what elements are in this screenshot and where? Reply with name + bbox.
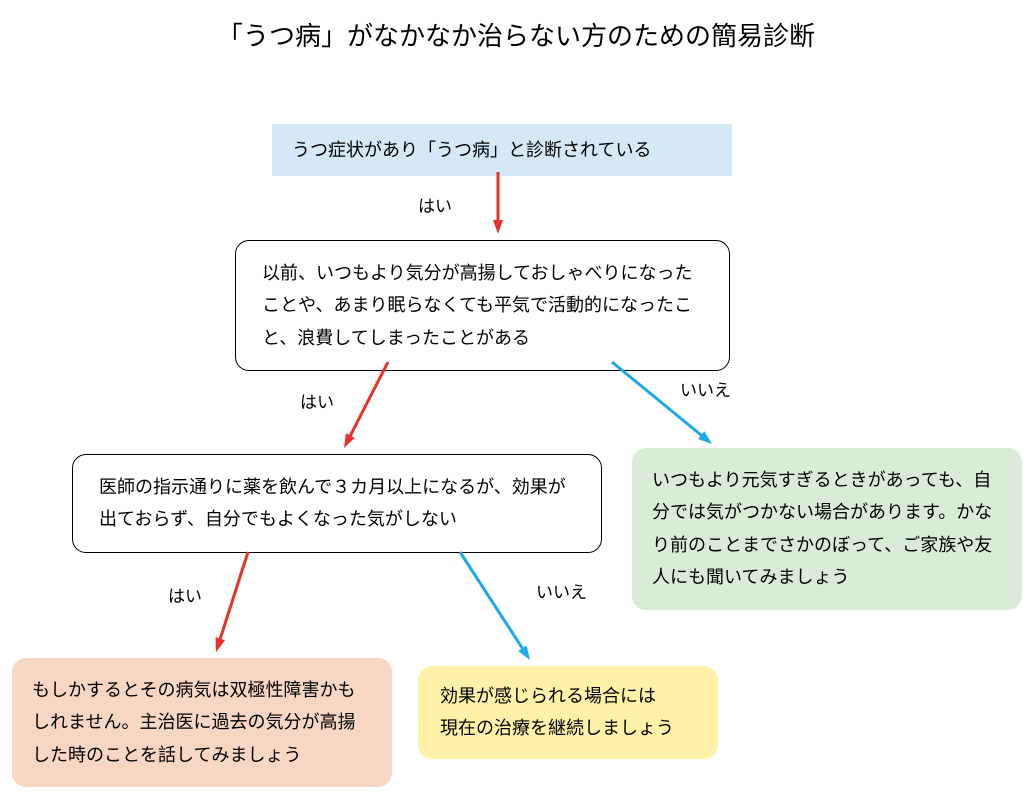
edge-label: はい (168, 582, 202, 607)
node-result-yellow-line: 現在の治療を継続しましょう (440, 712, 696, 744)
node-question-2: 医師の指示通りに薬を飲んで３カ月以上になるが、効果が出ておらず、自分でもよくなっ… (72, 454, 602, 553)
node-result-yellow-line: 効果が感じられる場合には (440, 680, 696, 712)
edge-line (350, 362, 388, 437)
node-result-orange: もしかするとその病気は双極性障害かもしれません。主治医に過去の気分が高揚した時の… (12, 658, 392, 787)
node-result-yellow: 効果が感じられる場合には現在の治療を継続しましょう (418, 666, 718, 759)
edge-label: いいえ (536, 578, 587, 603)
edge-label: はい (418, 192, 452, 217)
edge-arrowhead (493, 220, 503, 234)
edge-arrowhead (344, 433, 355, 448)
edge-label: はい (300, 388, 334, 413)
node-start: うつ症状があり「うつ病」と診断されている (272, 124, 732, 176)
edge-arrowhead (518, 646, 530, 660)
page-title: 「うつ病」がなかなか治らない方のための簡易診断 (0, 16, 1032, 53)
node-question-1: 以前、いつもより気分が高揚しておしゃべりになったことや、あまり眠らなくても平気で… (235, 240, 730, 371)
edge-line (460, 552, 523, 649)
node-result-green: いつもより元気すぎるときがあっても、自分では気がつかない場合があります。かなり前… (632, 448, 1022, 610)
edge-arrowhead (698, 431, 712, 444)
edge-arrowhead (216, 637, 226, 652)
edge-line (220, 552, 248, 640)
edge-label: いいえ (680, 376, 731, 401)
